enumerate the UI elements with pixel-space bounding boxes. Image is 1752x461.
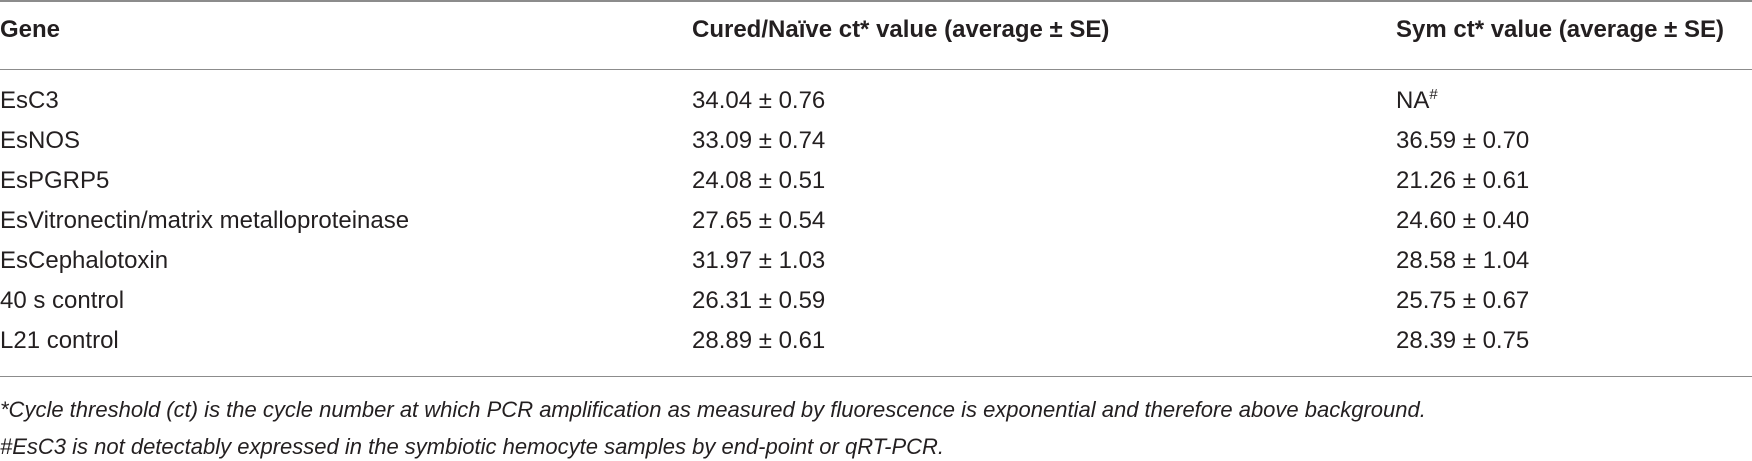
header-gene: Gene <box>0 16 61 43</box>
cured-value-cell: 27.65 ± 0.54 <box>692 207 826 234</box>
gene-cell: EsC3 <box>0 87 59 114</box>
header-rule <box>0 69 1752 70</box>
sym-value-cell: 24.60 ± 0.40 <box>1396 207 1530 234</box>
footnote-ct-definition: *Cycle threshold (ct) is the cycle numbe… <box>0 397 1426 422</box>
gene-cell: EsNOS <box>0 127 81 154</box>
header-sym: Sym ct* value (average ± SE) <box>1396 16 1724 43</box>
gene-cell: L21 control <box>0 327 119 354</box>
cured-value-cell: 34.04 ± 0.76 <box>692 87 826 114</box>
sym-value-cell: 25.75 ± 0.67 <box>1396 287 1530 314</box>
sym-value-cell: 28.58 ± 1.04 <box>1396 247 1530 274</box>
gene-cell: 40 s control <box>0 287 125 314</box>
cured-value-cell: 26.31 ± 0.59 <box>692 287 826 314</box>
sym-value-text: NA <box>1396 87 1430 114</box>
sym-value-cell: 28.39 ± 0.75 <box>1396 327 1530 354</box>
gene-cell: EsPGRP5 <box>0 167 110 194</box>
top-rule <box>0 0 1752 2</box>
footnote-marker: # <box>1429 86 1438 103</box>
header-cured-naive: Cured/Naïve ct* value (average ± SE) <box>692 16 1110 43</box>
bottom-rule <box>0 376 1752 377</box>
footnote-esc3: #EsC3 is not detectably expressed in the… <box>0 434 945 459</box>
sym-value-cell: 21.26 ± 0.61 <box>1396 167 1530 194</box>
gene-cell: EsCephalotoxin <box>0 247 169 274</box>
gene-cell: EsVitronectin/matrix metalloproteinase <box>0 207 410 234</box>
cured-value-cell: 31.97 ± 1.03 <box>692 247 826 274</box>
sym-value-cell: NA# <box>1396 87 1438 115</box>
cured-value-cell: 28.89 ± 0.61 <box>692 327 826 354</box>
cured-value-cell: 33.09 ± 0.74 <box>692 127 826 154</box>
sym-value-cell: 36.59 ± 0.70 <box>1396 127 1530 154</box>
cured-value-cell: 24.08 ± 0.51 <box>692 167 826 194</box>
